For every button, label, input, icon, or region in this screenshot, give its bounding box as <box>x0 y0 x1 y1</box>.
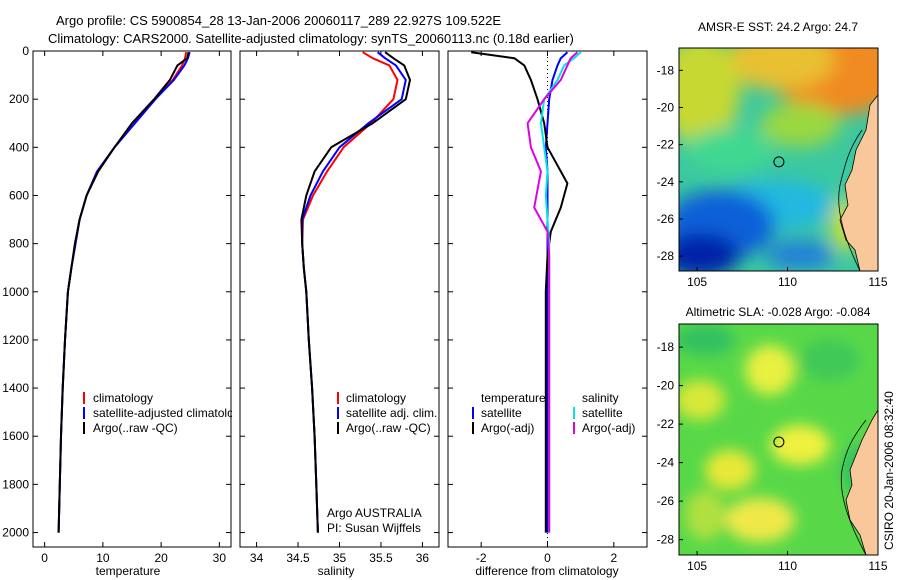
argo-position-marker <box>773 436 785 448</box>
x-tick-label: 35 <box>333 551 347 565</box>
map-y-tick-label: -24 <box>657 175 675 189</box>
legend-label-argo: Argo(..raw -QC) <box>93 421 178 435</box>
salinity-panel: 34 34.5 35 35.5 36 salinity climatology sate… <box>239 50 440 578</box>
y-tick-label: 200 <box>9 92 29 106</box>
temperature-legend: climatology satellite-adjusted climatolo… <box>83 391 246 435</box>
map-y-tick-label: -20 <box>657 100 675 114</box>
x-tick-label: 20 <box>154 551 168 565</box>
salinity-profile-line-argo <box>300 51 411 533</box>
sla-map-title: Altimetric SLA: -0.028 Argo: -0.084 <box>686 305 871 319</box>
x-tick-label: 0 <box>544 551 551 565</box>
x-tick-label: -2 <box>476 551 487 565</box>
argo-info-line2: PI: Susan Wijffels <box>327 521 421 535</box>
map-x-tick-label: 110 <box>778 275 797 289</box>
y-tick-label: 1000 <box>2 285 29 299</box>
map-x-tick-label: 115 <box>868 275 887 289</box>
legend-label-satellite: satellite-adjusted climatology <box>93 406 246 420</box>
map-y-tick-label: -26 <box>657 212 675 226</box>
difference-profile-line-temp-argo <box>471 51 569 533</box>
legend-title-temperature: temperature <box>481 391 546 405</box>
legend-label-climatology: climatology <box>346 391 406 405</box>
sst-field <box>679 48 878 271</box>
argo-info-line1: Argo AUSTRALIA <box>327 506 422 520</box>
sla-map-frame <box>678 323 879 556</box>
temperature-profile-line-argo <box>57 52 190 533</box>
map-y-tick-label: -28 <box>657 249 675 263</box>
map-x-tick-label: 105 <box>687 275 707 289</box>
coastline-land <box>839 48 878 271</box>
y-tick-label: 1600 <box>2 429 29 443</box>
legend-title-salinity: salinity <box>582 391 619 405</box>
legend-label-temp-argo: Argo(-adj) <box>481 421 534 435</box>
x-tick-label: 0 <box>41 551 48 565</box>
sst-map-title: AMSR-E SST: 24.2 Argo: 24.7 <box>698 20 858 34</box>
map-y-tick-label: -24 <box>657 456 675 470</box>
x-tick-label: 35.5 <box>369 551 393 565</box>
isobath-line <box>840 419 867 555</box>
x-tick-label: 10 <box>96 551 110 565</box>
x-tick-label: 34 <box>250 551 264 565</box>
map-y-tick-label: -18 <box>657 63 675 77</box>
y-tick-label: 800 <box>9 237 29 251</box>
map-y-tick-label: -18 <box>657 340 675 354</box>
map-x-tick-label: 105 <box>687 559 707 573</box>
sst-map: AMSR-E SST: 24.2 Argo: 24.7 105 110 115 -18… <box>657 20 888 289</box>
y-tick-label: 600 <box>9 188 29 202</box>
salinity-xlabel: salinity <box>318 564 355 578</box>
temperature-xlabel: temperature <box>96 564 161 578</box>
argo-position-marker <box>773 156 785 168</box>
sst-map-frame <box>678 47 879 272</box>
salinity-legend: climatology satellite adj. clim. Argo(..… <box>337 391 437 435</box>
x-tick-label: 2 <box>610 551 617 565</box>
map-y-tick-label: -26 <box>657 494 675 508</box>
panel-gap <box>232 385 240 440</box>
difference-xlabel: difference from climatology <box>475 564 618 578</box>
coastline-land <box>845 324 878 555</box>
y-tick-label: 1400 <box>2 381 29 395</box>
temperature-panel: 0 10 20 30 0 200 400 600 800 1000 1200 1400 1600 1800… <box>2 44 246 578</box>
map-y-tick-label: -22 <box>657 138 675 152</box>
sla-field <box>679 324 878 555</box>
figure-title-line1: Argo profile: CS 5900854_28 13-Jan-2006 … <box>56 13 501 28</box>
legend-label-satellite: satellite adj. clim. <box>346 406 437 420</box>
difference-legend: temperature satellite Argo(-adj) salinit… <box>472 391 635 435</box>
x-tick-label: 36 <box>416 551 430 565</box>
y-tick-label: 1800 <box>2 477 29 491</box>
y-tick-label: 0 <box>22 44 29 58</box>
salinity-axes-box <box>239 50 440 548</box>
isobath-line <box>838 129 863 271</box>
legend-label-temp-satellite: satellite <box>481 406 522 420</box>
y-tick-label: 400 <box>9 140 29 154</box>
legend-label-climatology: climatology <box>93 391 153 405</box>
y-tick-label: 1200 <box>2 333 29 347</box>
sla-map: Altimetric SLA: -0.028 Argo: -0.084 105 1… <box>657 305 888 573</box>
difference-panel: -2 0 2 difference from climatology tempera… <box>447 50 648 578</box>
temperature-axes-box <box>32 50 232 548</box>
y-tick-label: 2000 <box>2 526 29 540</box>
map-y-tick-label: -20 <box>657 379 675 393</box>
legend-label-argo: Argo(..raw -QC) <box>346 421 431 435</box>
figure-title-line2: Climatology: CARS2000. Satellite-adjuste… <box>48 31 574 46</box>
legend-label-sal-argo: Argo(-adj) <box>582 421 635 435</box>
x-tick-label: 30 <box>213 551 227 565</box>
difference-profile-line-sal-argo <box>526 51 579 533</box>
map-x-tick-label: 115 <box>868 559 887 573</box>
legend-label-sal-satellite: satellite <box>582 406 623 420</box>
map-y-tick-label: -22 <box>657 417 675 431</box>
x-tick-label: 34.5 <box>286 551 310 565</box>
map-y-tick-label: -28 <box>657 533 675 547</box>
map-x-tick-label: 110 <box>778 559 797 573</box>
credit-stamp: CSIRO 20-Jan-2006 08:32:40 <box>882 391 896 550</box>
